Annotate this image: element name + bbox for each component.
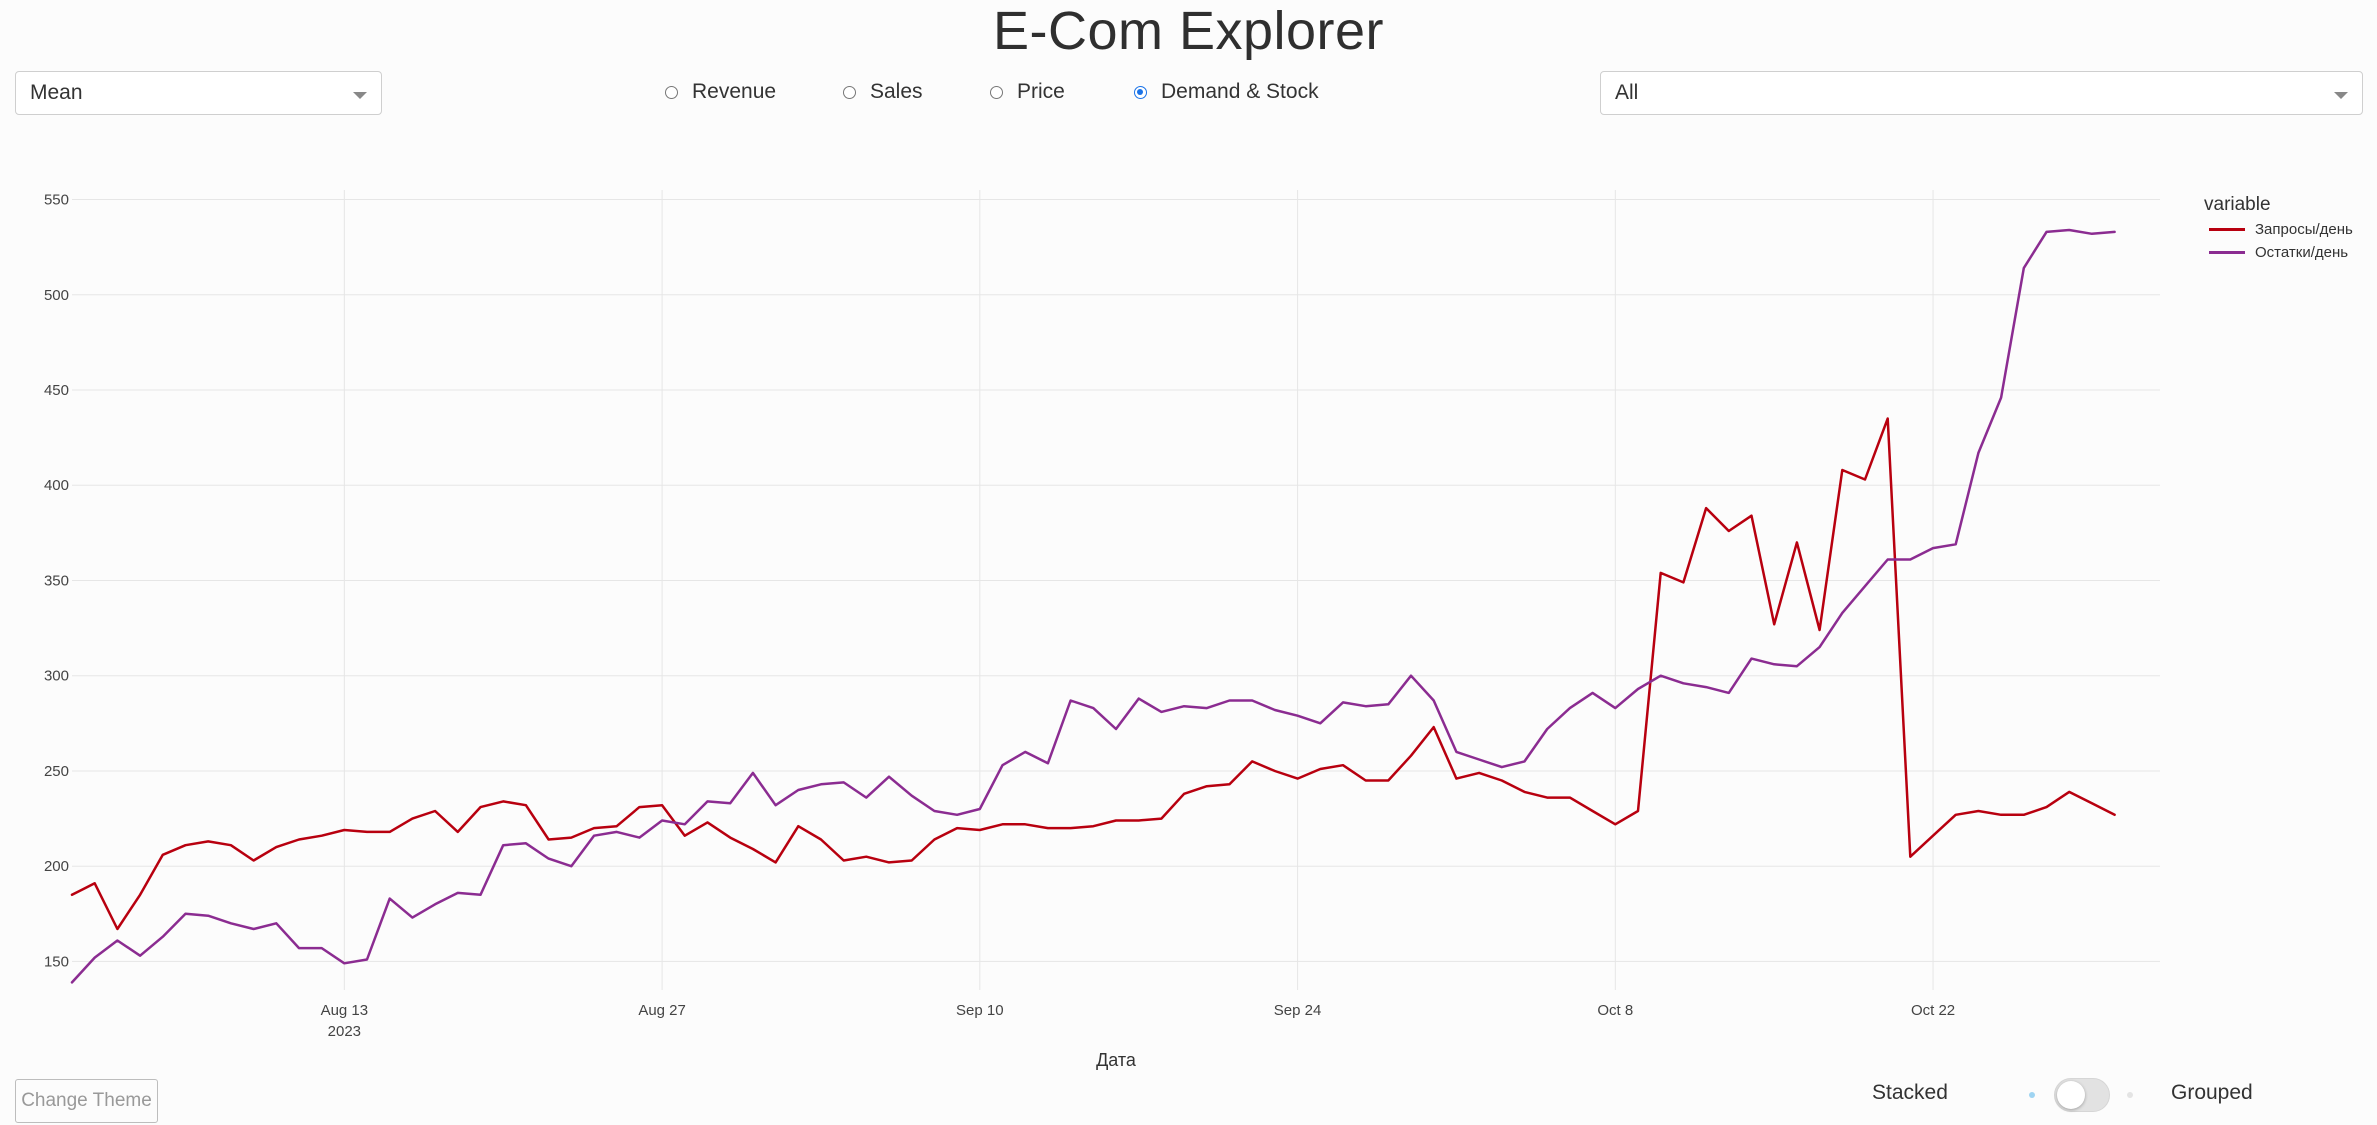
line-chart: 150 200 250 300 350 400 450 500 550 Aug 13 2023 Aug… — [44, 190, 2160, 1070]
radio-revenue-circle[interactable] — [665, 85, 678, 99]
legend-swatch-series-2 — [2209, 251, 2245, 254]
y-tick-label: 450 — [44, 382, 69, 399]
radio-revenue-label: Revenue — [692, 80, 777, 103]
stacked-grouped-toggle[interactable] — [2054, 1078, 2110, 1112]
radio-sales-label: Sales — [870, 80, 923, 103]
aggregation-select[interactable]: Mean — [15, 71, 382, 115]
change-theme-button[interactable]: Change Theme — [15, 1079, 158, 1123]
radio-sales-circle[interactable] — [843, 85, 856, 99]
radio-revenue[interactable]: Revenue — [665, 80, 776, 104]
x-axis-title: Дата — [1096, 1050, 1137, 1070]
legend-label-series-2: Остатки/день — [2255, 244, 2349, 261]
category-select-value: All — [1615, 81, 1639, 104]
metric-radio-group: Revenue Sales Price Demand & Stock — [0, 76, 2377, 108]
page-title: E-Com Explorer — [992, 1, 1385, 61]
grouped-label: Grouped — [2171, 1081, 2253, 1104]
radio-sales[interactable]: Sales — [843, 80, 923, 104]
y-tick-label: 350 — [44, 572, 69, 589]
series-line-2[interactable] — [70, 228, 2116, 984]
x-tick-label: Aug 13 — [321, 1002, 369, 1019]
y-tick-label: 400 — [44, 477, 69, 494]
y-tick-label: 500 — [44, 287, 69, 304]
radio-price[interactable]: Price — [990, 80, 1065, 104]
y-tick-label: 200 — [44, 858, 69, 875]
x-tick-label: Aug 27 — [638, 1002, 686, 1019]
radio-demand-stock[interactable]: Demand & Stock — [1134, 80, 1319, 104]
legend-swatch-series-1 — [2209, 228, 2245, 231]
legend-item-series-1[interactable]: Запросы/день — [2209, 221, 2353, 238]
x-tick-label: Sep 24 — [1274, 1002, 1322, 1019]
aggregation-select-value: Mean — [30, 81, 83, 104]
y-tick-label: 550 — [44, 192, 69, 209]
legend-item-series-2[interactable]: Остатки/день — [2209, 244, 2348, 261]
grouped-indicator-icon — [2127, 1092, 2133, 1098]
chevron-down-icon — [353, 92, 367, 99]
x-tick-label: Oct 8 — [1597, 1002, 1633, 1019]
y-tick-label: 300 — [44, 668, 69, 685]
x-tick-sublabel: 2023 — [328, 1023, 361, 1040]
series-line-1[interactable] — [70, 417, 2116, 931]
legend-title: variable — [2204, 194, 2271, 215]
toggle-knob[interactable] — [2057, 1081, 2085, 1109]
radio-demand-stock-label: Demand & Stock — [1161, 80, 1319, 103]
x-tick-label: Oct 22 — [1911, 1002, 1955, 1019]
y-tick-label: 150 — [44, 953, 69, 970]
radio-price-circle[interactable] — [990, 85, 1003, 99]
radio-demand-stock-circle[interactable] — [1134, 85, 1147, 99]
chevron-down-icon — [2334, 92, 2348, 99]
category-select[interactable]: All — [1600, 71, 2363, 115]
x-tick-label: Sep 10 — [956, 1002, 1004, 1019]
radio-price-label: Price — [1017, 80, 1065, 103]
stacked-label: Stacked — [1872, 1081, 1948, 1104]
stacked-indicator-icon — [2029, 1092, 2035, 1098]
y-tick-label: 250 — [44, 763, 69, 780]
legend-label-series-1: Запросы/день — [2255, 221, 2353, 238]
